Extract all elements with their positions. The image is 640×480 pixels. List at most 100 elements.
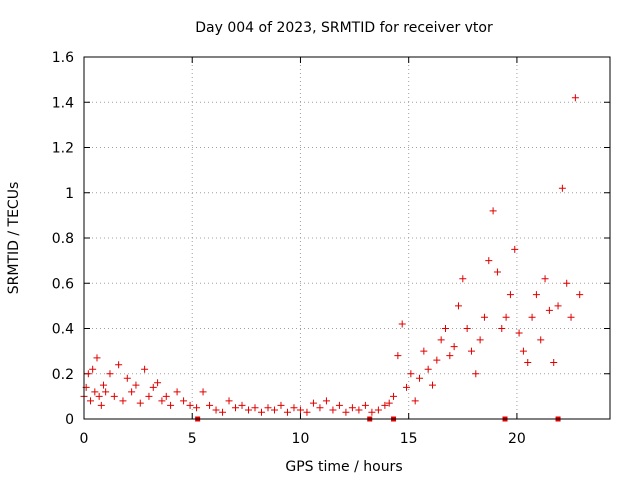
- data-point: [99, 381, 107, 389]
- y-tick-label: 0.4: [52, 322, 74, 338]
- data-point: [199, 388, 207, 396]
- data-point: [459, 275, 467, 283]
- x-axis-label: GPS time / hours: [285, 459, 402, 475]
- data-point: [454, 302, 462, 310]
- data-point: [141, 365, 149, 373]
- data-point: [91, 388, 99, 396]
- x-tick-labels: 0 5 10 15 20: [80, 431, 526, 447]
- data-point: [374, 406, 382, 414]
- data-point: [212, 406, 220, 414]
- data-point: [145, 392, 153, 400]
- data-point: [251, 404, 259, 412]
- y-tick-label: 0.8: [52, 231, 74, 247]
- data-point: [390, 392, 398, 400]
- data-point: [361, 401, 369, 409]
- data-point: [563, 279, 571, 287]
- data-point: [186, 401, 194, 409]
- data-point: [123, 374, 131, 382]
- data-point: [257, 408, 265, 416]
- data-point: [115, 361, 123, 369]
- data-point: [245, 406, 253, 414]
- data-point: [167, 401, 175, 409]
- data-point: [84, 370, 92, 378]
- data-point: [472, 370, 480, 378]
- data-point: [545, 306, 553, 314]
- data-point: [528, 313, 536, 321]
- data-point: [322, 397, 330, 405]
- data-point: [429, 381, 437, 389]
- data-point: [206, 401, 214, 409]
- data-point: [515, 329, 523, 337]
- data-point: [335, 401, 343, 409]
- data-point: [567, 313, 575, 321]
- data-point: [576, 291, 584, 299]
- data-point: [511, 245, 519, 253]
- data-point: [296, 406, 304, 414]
- plot-frame: [83, 56, 611, 420]
- data-point: [480, 313, 488, 321]
- data-point: [485, 257, 493, 265]
- data-point: [283, 408, 291, 416]
- x-tick-label: 0: [80, 431, 89, 447]
- data-point: [303, 408, 311, 416]
- data-point: [110, 392, 118, 400]
- y-tick-label: 1: [65, 186, 74, 202]
- data-point: [385, 399, 393, 407]
- chart-title: Day 004 of 2023, SRMTID for receiver vto…: [195, 20, 493, 36]
- data-point: [277, 401, 285, 409]
- data-point: [264, 404, 272, 412]
- y-tick-label: 1.6: [52, 50, 74, 66]
- data-point: [136, 399, 144, 407]
- data-point: [411, 397, 419, 405]
- data-point: [502, 313, 510, 321]
- data-point: [394, 352, 402, 360]
- y-tick-label: 1.2: [52, 141, 74, 157]
- data-point: [329, 406, 337, 414]
- axis-ticks: [83, 56, 610, 420]
- data-point: [450, 343, 458, 351]
- data-point: [524, 358, 532, 366]
- y-tick-labels: 0 0.2 0.4 0.6 0.8 1 1.2 1.4 1.6: [52, 50, 74, 428]
- data-point: [102, 388, 110, 396]
- data-point: [180, 397, 188, 405]
- data-point: [97, 401, 105, 409]
- data-point: [498, 325, 506, 332]
- y-tick-label: 1.4: [52, 95, 74, 111]
- data-point: [89, 365, 97, 373]
- data-point: [173, 388, 181, 396]
- data-point: [270, 406, 278, 414]
- data-point: [433, 356, 441, 364]
- grid-lines: [84, 57, 610, 419]
- data-point: [128, 388, 136, 396]
- data-point: [571, 94, 579, 102]
- data-point: [407, 370, 415, 378]
- data-point: [342, 408, 350, 416]
- data-point: [238, 401, 246, 409]
- data-point: [348, 404, 356, 412]
- data-point: [446, 352, 454, 360]
- data-point: [86, 397, 94, 405]
- data-point: [162, 392, 170, 400]
- data-point: [441, 325, 449, 332]
- data-point: [219, 408, 227, 416]
- data-point: [416, 374, 424, 382]
- data-point: [93, 354, 101, 362]
- data-point: [476, 336, 484, 344]
- data-point: [225, 397, 233, 405]
- data-point: [541, 275, 549, 283]
- data-point: [463, 325, 471, 332]
- data-point: [403, 383, 411, 391]
- data-point: [158, 397, 166, 405]
- data-point: [132, 381, 140, 389]
- data-point: [290, 404, 298, 412]
- data-point: [381, 401, 389, 409]
- data-point: [554, 302, 562, 310]
- data-point: [467, 347, 475, 355]
- y-tick-label: 0.6: [52, 276, 74, 292]
- data-point: [119, 397, 127, 405]
- x-tick-label: 20: [508, 431, 526, 447]
- data-point: [437, 336, 445, 344]
- data-point: [193, 404, 201, 412]
- data-point: [309, 399, 317, 407]
